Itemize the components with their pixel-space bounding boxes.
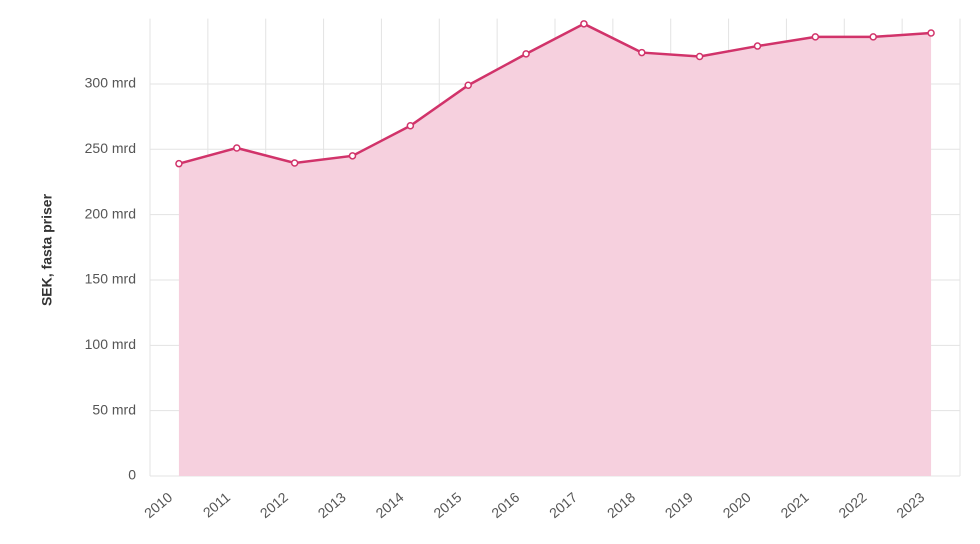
y-tick-label: 150 mrd (85, 271, 136, 287)
point (348, 152, 357, 160)
x-tick-label: 2011 (200, 489, 234, 521)
point (406, 122, 415, 130)
x-tick-label: 2021 (778, 489, 812, 521)
x-tick-label: 2015 (430, 489, 464, 521)
y-tick-label: 50 mrd (92, 401, 136, 417)
y-tick-label: 100 mrd (85, 336, 136, 352)
point (811, 33, 820, 41)
point (869, 33, 877, 41)
point (695, 52, 704, 61)
x-tick-label: 2012 (257, 489, 291, 521)
x-tick-label: 2018 (604, 489, 638, 521)
line (178, 22, 932, 165)
y-tick-label: 200 mrd (85, 205, 136, 221)
x-tick-label: 2014 (373, 489, 407, 521)
point (233, 144, 241, 152)
x-tick-label: 2013 (315, 489, 349, 521)
point (522, 50, 530, 58)
x-tick-label: 2010 (141, 489, 175, 521)
y-tick-label: 0 (128, 467, 136, 483)
point (638, 48, 646, 57)
x-tick-label: 2017 (546, 489, 580, 521)
point (580, 20, 588, 28)
y-axis-title: SEK, fasta priser (39, 193, 55, 306)
x-tick-label: 2023 (893, 489, 927, 521)
x-tick-label: 2016 (488, 489, 522, 521)
point (753, 42, 762, 50)
x-tick-label: 2019 (662, 489, 696, 521)
point (175, 159, 183, 168)
y-tick-label: 250 mrd (85, 140, 136, 156)
x-tick-label: 2020 (720, 489, 754, 521)
point (290, 159, 299, 167)
y-tick-label: 300 mrd (85, 75, 136, 91)
point (927, 29, 935, 37)
area-fill (178, 23, 932, 477)
point (464, 81, 472, 89)
x-tick-label: 2022 (835, 489, 869, 521)
